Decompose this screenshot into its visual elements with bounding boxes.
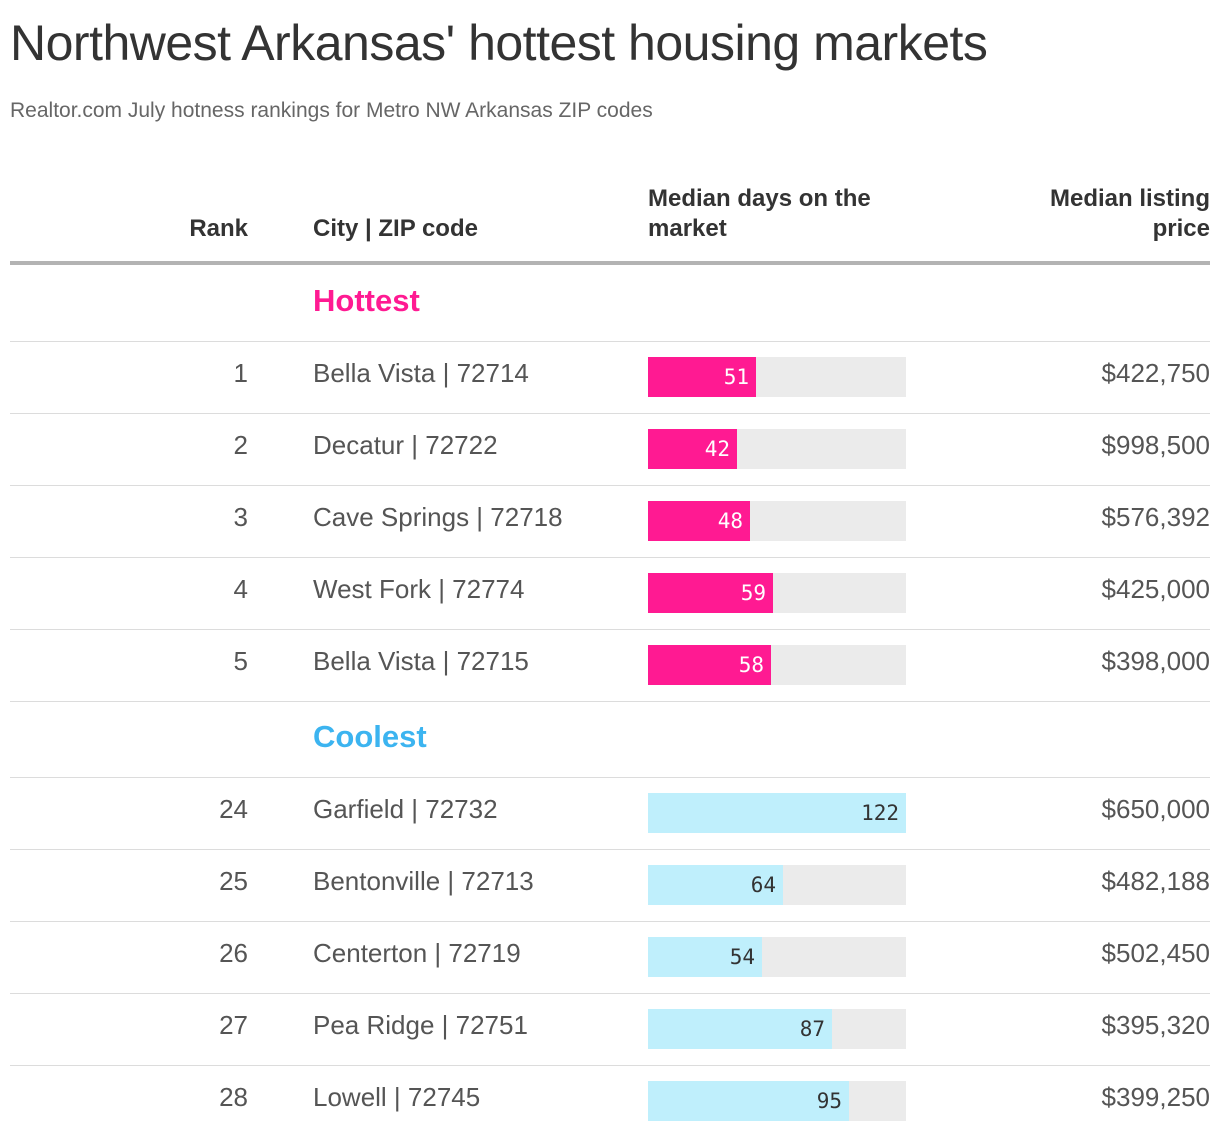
table-row: 27 Pea Ridge | 72751 87 $395,320 [0,993,1220,1065]
price-cell: $395,320 [1101,1010,1210,1040]
days-bar [648,357,756,397]
table-row: 26 Centerton | 72719 54 $502,450 [0,921,1220,993]
rank-cell: 1 [233,358,248,388]
price-cell: $998,500 [1101,430,1210,460]
row-divider [10,777,1210,778]
row-divider [10,557,1210,558]
row-divider [10,993,1210,994]
city-zip-cell: West Fork | 72774 [313,574,525,604]
column-header-price: Median listing price [1049,185,1210,242]
rank-cell: 4 [233,574,248,604]
days-bar-track: 59 [648,573,906,613]
row-divider [10,413,1210,414]
column-header-days: Median days on the market [648,185,871,242]
row-divider [10,921,1210,922]
column-header-rank: Rank [189,215,248,242]
city-zip-cell: Cave Springs | 72718 [313,502,563,532]
column-header-city: City | ZIP code [313,215,478,242]
price-cell: $502,450 [1101,938,1210,968]
days-bar-label: 64 [750,873,776,897]
city-zip-cell: Garfield | 72732 [313,794,498,824]
price-cell: $576,392 [1101,502,1210,532]
rank-cell: 2 [233,430,248,460]
header-rule [10,261,1210,265]
days-bar-track: 54 [648,937,906,977]
price-cell: $482,188 [1101,866,1210,896]
price-cell: $399,250 [1101,1082,1210,1112]
rank-cell: 5 [233,646,248,676]
table-row: 28 Lowell | 72745 95 $399,250 [0,1065,1220,1137]
price-cell: $398,000 [1101,646,1210,676]
days-bar [648,937,762,977]
days-bar [648,429,737,469]
days-bar [648,645,771,685]
days-bar-track: 64 [648,865,906,905]
days-bar [648,1009,832,1049]
days-bar-label: 51 [723,365,749,389]
days-bar-track: 42 [648,429,906,469]
city-zip-cell: Decatur | 72722 [313,430,498,460]
table-row: 3 Cave Springs | 72718 48 $576,392 [0,485,1220,557]
days-bar [648,793,906,833]
days-bar [648,573,773,613]
table-row: 4 West Fork | 72774 59 $425,000 [0,557,1220,629]
table-row: 2 Decatur | 72722 42 $998,500 [0,413,1220,485]
days-bar-track: 87 [648,1009,906,1049]
row-divider [10,485,1210,486]
row-divider [10,629,1210,630]
days-bar-label: 122 [861,801,899,825]
days-bar-label: 59 [740,581,766,605]
row-divider [10,849,1210,850]
days-bar-track: 48 [648,501,906,541]
rank-cell: 24 [219,794,248,824]
city-zip-cell: Pea Ridge | 72751 [313,1010,528,1040]
rank-cell: 3 [233,502,248,532]
group-label-coolest: Coolest [313,719,427,754]
days-bar [648,865,783,905]
price-cell: $650,000 [1101,794,1210,824]
rank-cell: 25 [219,866,248,896]
rank-cell: 28 [219,1082,248,1112]
days-bar-track: 122 [648,793,906,833]
chart-subtitle: Realtor.com July hotness rankings for Me… [10,99,653,122]
row-divider [10,1065,1210,1066]
chart-title: Northwest Arkansas' hottest housing mark… [10,15,988,71]
rank-cell: 26 [219,938,248,968]
table-row: 25 Bentonville | 72713 64 $482,188 [0,849,1220,921]
city-zip-cell: Lowell | 72745 [313,1082,481,1112]
row-divider [10,341,1210,342]
days-bar-label: 42 [704,437,730,461]
days-bar-label: 54 [729,945,755,969]
city-zip-cell: Centerton | 72719 [313,938,521,968]
city-zip-cell: Bentonville | 72713 [313,866,534,896]
days-bar-label: 48 [717,509,743,533]
days-bar-label: 95 [816,1089,842,1113]
table-row: 5 Bella Vista | 72715 58 $398,000 [0,629,1220,701]
table-row: 1 Bella Vista | 72714 51 $422,750 [0,341,1220,413]
city-zip-cell: Bella Vista | 72714 [313,358,529,388]
row-divider [10,701,1210,702]
days-bar [648,1081,849,1121]
days-bar-label: 58 [738,653,764,677]
days-bar-track: 51 [648,357,906,397]
table-row: 24 Garfield | 72732 122 $650,000 [0,777,1220,849]
days-bar-track: 95 [648,1081,906,1121]
days-bar-label: 87 [799,1017,825,1041]
rank-cell: 27 [219,1010,248,1040]
price-cell: $422,750 [1101,358,1210,388]
group-label-hottest: Hottest [313,283,420,318]
days-bar [648,501,750,541]
days-bar-track: 58 [648,645,906,685]
city-zip-cell: Bella Vista | 72715 [313,646,529,676]
price-cell: $425,000 [1101,574,1210,604]
